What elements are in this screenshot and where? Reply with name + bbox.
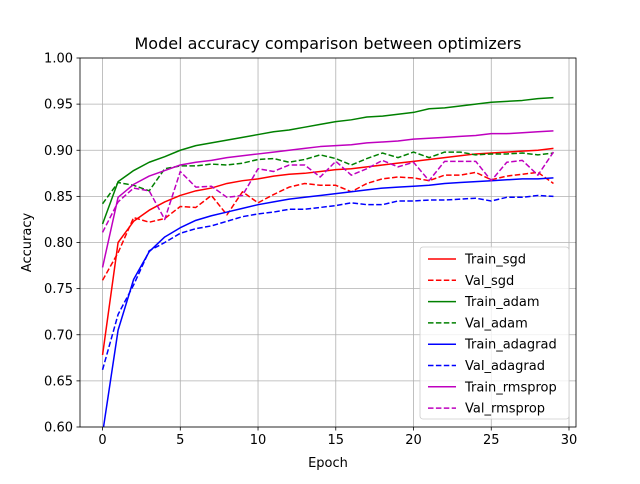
y-tick-label: 0.60 [44, 421, 73, 436]
axis-ticks: 0 5 10 15 20 25 30 0.60 0.65 0.70 0.75 0.80 0.85 0.90… [44, 52, 577, 449]
legend-label-train-adagrad: Train_adagrad [464, 338, 557, 353]
legend-label-train-adam: Train_adam [464, 295, 540, 310]
series-line-val-adagrad [101, 194, 554, 371]
series-line-train-rmsprop [101, 130, 554, 268]
series-line-train-sgd [101, 147, 554, 356]
legend-label-train-rmsprop: Train_rmsprop [464, 380, 557, 395]
y-tick-label: 0.65 [44, 374, 73, 389]
series-line-train-adam [101, 96, 554, 225]
series-line-val-rmsprop [101, 151, 555, 233]
y-axis-title: Accuracy [20, 213, 35, 273]
y-tick-label: 0.90 [44, 144, 73, 159]
legend: Train_sgd Val_sgd Train_adam Val_adam Train_… [419, 246, 570, 420]
x-tick-label: 0 [98, 433, 106, 448]
x-tick-label: 20 [405, 433, 422, 448]
y-tick-label: 0.85 [44, 190, 73, 205]
y-tick-label: 0.80 [44, 236, 73, 251]
y-tick-label: 1.00 [44, 52, 73, 67]
legend-label-val-sgd: Val_sgd [465, 274, 514, 289]
x-axis-title: Epoch [308, 456, 348, 471]
x-tick-label: 25 [483, 433, 500, 448]
legend-label-train-sgd: Train_sgd [464, 253, 526, 268]
legend-label-val-adagrad: Val_adagrad [465, 359, 545, 374]
legend-label-val-rmsprop: Val_rmsprop [465, 402, 545, 417]
series-line-val-sgd [101, 171, 554, 281]
legend-label-val-adam: Val_adam [465, 316, 528, 331]
series-lines [101, 96, 555, 427]
y-tick-label: 0.75 [44, 282, 73, 297]
x-tick-label: 5 [176, 433, 184, 448]
y-tick-label: 0.95 [44, 98, 73, 113]
series-line-train-adagrad [102, 177, 554, 427]
x-tick-label: 30 [561, 433, 578, 448]
y-tick-label: 0.70 [44, 328, 73, 343]
x-tick-label: 10 [250, 433, 267, 448]
legend-frame [419, 246, 570, 420]
chart-title: Model accuracy comparison between optimi… [134, 34, 521, 53]
x-tick-label: 15 [328, 433, 345, 448]
